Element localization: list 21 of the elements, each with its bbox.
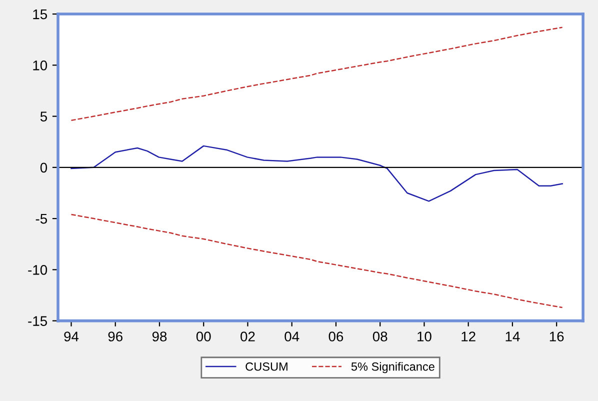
x-tick-label: 12 — [462, 332, 476, 342]
y-tick-label: -10 — [28, 265, 48, 275]
y-tick-label: 10 — [33, 60, 48, 70]
y-tick-label: 5 — [40, 112, 48, 122]
x-tick-label: 96 — [108, 332, 122, 342]
x-tick-label: 94 — [64, 332, 79, 342]
x-tick-label: 16 — [550, 332, 564, 342]
x-tick-label: 06 — [328, 332, 344, 342]
x-tick-label: 08 — [372, 332, 388, 342]
x-tick-label: 04 — [284, 332, 300, 342]
x-tick-label: 98 — [152, 332, 167, 342]
legend-label: CUSUM — [246, 362, 288, 371]
x-tick-label: 10 — [418, 332, 432, 342]
x-tick-label: 14 — [506, 332, 520, 342]
y-tick-label: 15 — [33, 10, 48, 20]
x-tick-label: 00 — [196, 332, 211, 342]
y-tick-label: 0 — [40, 162, 48, 173]
x-tick-label: 02 — [240, 332, 255, 342]
y-tick-label: -15 — [28, 316, 48, 326]
legend-label: 5% Significance — [351, 362, 434, 374]
y-tick-label: -5 — [36, 214, 48, 224]
